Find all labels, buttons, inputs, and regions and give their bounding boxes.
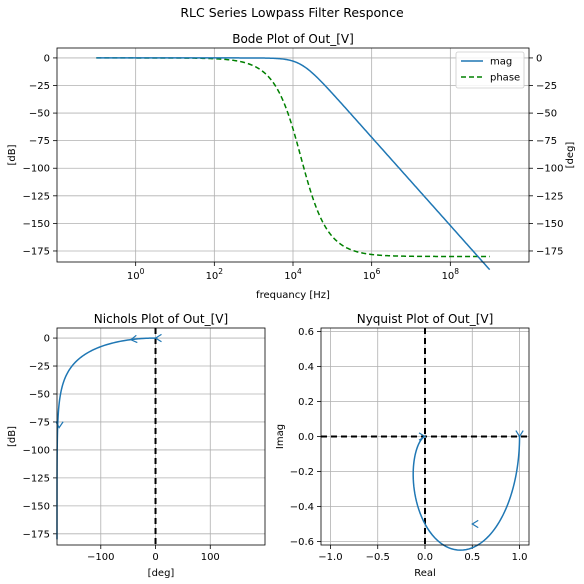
nichols-y-ticklabel: −75 xyxy=(29,417,50,428)
nyquist-y-ticklabel: −0.2 xyxy=(290,467,314,478)
bode-y-ticklabel: −75 xyxy=(29,136,50,147)
nyquist-x-ticklabel: −1.0 xyxy=(318,552,342,563)
bode-x-ticklabel: 100 xyxy=(127,267,145,282)
nichols-plot: −100 0 100 0 −25 −50 −75 −100 −125 −150 −175 Nichol… xyxy=(7,312,266,579)
bode-ylabel: [dB] xyxy=(7,144,18,165)
nichols-x-ticklabel: 0 xyxy=(152,552,158,563)
bode-right-y-ticklabel: −50 xyxy=(536,109,557,120)
bode-y-ticklabel: −100 xyxy=(23,164,50,175)
bode-legend: mag phase xyxy=(455,51,525,89)
nichols-x-ticklabel: 100 xyxy=(201,552,220,563)
bode-right-y-ticklabel: −125 xyxy=(536,191,563,202)
bode-x-ticklabel: 108 xyxy=(442,267,460,282)
nyquist-title: Nyquist Plot of Out_[V] xyxy=(357,312,494,326)
nichols-frame xyxy=(56,327,266,546)
nyquist-y-ticklabel: 0.6 xyxy=(298,327,314,338)
bode-ylabel-right: [deg] xyxy=(565,142,576,169)
bode-right-y-ticklabel: −75 xyxy=(536,136,557,147)
nyquist-plot: −1.0 −0.5 0.0 0.5 1.0 0.6 0.4 0.2 0.0 −0.2 −0.4 −0.… xyxy=(275,312,530,579)
nichols-y-ticklabel: −150 xyxy=(23,501,50,512)
bode-y-ticklabel: 0 xyxy=(44,53,50,64)
legend-phase-label: phase xyxy=(490,73,520,84)
bode-frame xyxy=(56,47,530,263)
nyquist-arrow-end xyxy=(418,432,427,441)
nichols-plot-area xyxy=(57,328,265,545)
nyquist-arrow-start xyxy=(515,430,524,438)
nyquist-x-ticklabel: 1.0 xyxy=(512,552,528,563)
nyquist-y-ticklabel: −0.6 xyxy=(290,537,314,548)
nyquist-x-ticklabel: −0.5 xyxy=(366,552,390,563)
nyquist-ylabel: Imag xyxy=(275,424,286,449)
bode-right-y-ticklabel: −150 xyxy=(536,219,563,230)
bode-title: Bode Plot of Out_[V] xyxy=(232,32,354,46)
nichols-y-ticklabel: −50 xyxy=(29,389,50,400)
nichols-title: Nichols Plot of Out_[V] xyxy=(94,312,228,326)
nyquist-xlabel: Real xyxy=(414,568,436,579)
legend-mag-label: mag xyxy=(490,57,512,68)
bode-y-ticklabel: −125 xyxy=(23,191,50,202)
nichols-y-ticklabel: −25 xyxy=(29,362,50,373)
nyquist-y-ticklabel: 0.2 xyxy=(298,397,314,408)
bode-mag-line xyxy=(96,57,491,271)
bode-y-ticklabel: −50 xyxy=(29,109,50,120)
bode-right-y-ticklabel: −100 xyxy=(536,164,563,175)
figure-suptitle: RLC Series Lowpass Filter Responce xyxy=(180,5,404,20)
nichols-ylabel: [dB] xyxy=(7,426,18,447)
nichols-x-ticklabel: −100 xyxy=(87,552,114,563)
nichols-y-ticklabel: −175 xyxy=(23,529,50,540)
bode-y-ticklabel: −175 xyxy=(23,246,50,257)
nichols-y-ticklabel: −125 xyxy=(23,473,50,484)
bode-right-y-ticklabel: 0 xyxy=(536,53,542,64)
bode-plot: 100 102 104 106 108 0 0 −25 −25 −50 −50 −75 −75 −100 −… xyxy=(7,32,576,301)
nichols-xlabel: [deg] xyxy=(148,568,175,579)
nichols-y-ticklabel: −100 xyxy=(23,445,50,456)
bode-y-ticklabel: −150 xyxy=(23,219,50,230)
nichols-arrow-start xyxy=(154,333,162,343)
bode-xlabel: frequancy [Hz] xyxy=(256,290,330,301)
nyquist-frame xyxy=(320,327,530,546)
nichols-y-ticklabel: 0 xyxy=(44,334,50,345)
nyquist-y-ticklabel: −0.4 xyxy=(290,502,314,513)
bode-right-y-ticklabel: −175 xyxy=(536,246,563,257)
nichols-arrow-mid xyxy=(129,334,138,344)
bode-x-ticklabel: 102 xyxy=(206,267,224,282)
nyquist-y-ticklabel: 0.0 xyxy=(298,432,314,443)
nyquist-y-ticklabel: 0.4 xyxy=(298,362,314,373)
nyquist-x-ticklabel: 0.5 xyxy=(464,552,480,563)
bode-y-ticklabel: −25 xyxy=(29,81,50,92)
nyquist-arrow-mid xyxy=(471,519,479,529)
bode-x-ticklabel: 106 xyxy=(363,267,381,282)
nyquist-x-ticklabel: 0.0 xyxy=(417,552,433,563)
bode-x-ticklabel: 104 xyxy=(284,267,302,282)
bode-right-y-ticklabel: −25 xyxy=(536,81,557,92)
